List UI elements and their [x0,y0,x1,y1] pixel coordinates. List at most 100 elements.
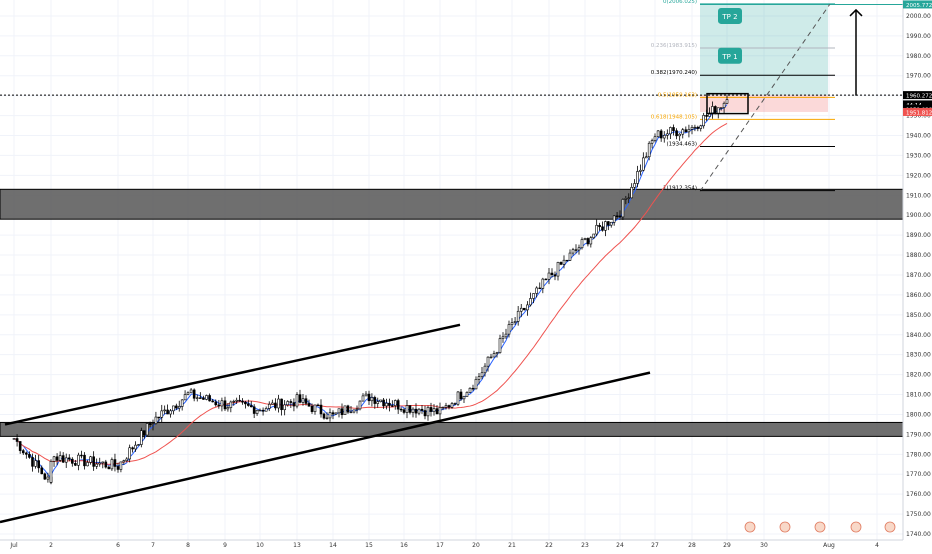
candle-body [12,438,16,440]
price-tick-label: 1900.00 [906,212,931,219]
candle-body [328,412,332,419]
candle-body [498,338,502,353]
candle-body [86,462,89,467]
candle-body [343,405,347,416]
candle-body [226,407,230,410]
time-tick-label: Jul [9,542,18,549]
candle-body [180,399,184,407]
time-tick-label: 15 [365,542,373,549]
candle-body [618,215,622,218]
candle-body [489,356,493,359]
price-tick-label: 1980.00 [906,53,931,60]
time-tick-label: 2 [49,542,53,549]
candle-body [501,336,505,339]
candle-body [568,252,572,261]
candle-body [678,133,681,137]
candle-body [271,402,274,405]
candle-body [583,238,587,240]
candle-body [21,450,25,454]
time-tick-label: 10 [256,542,264,549]
target-marker-1: TP 2 [718,7,742,24]
price-tick-label: 1920.00 [906,172,931,179]
channel-lower-line [0,371,651,524]
candle-body [565,259,569,262]
candle-body [630,187,633,199]
candle-body [267,403,271,409]
price-tick-label: 1990.00 [906,33,931,40]
candle-body [208,395,211,402]
candle-body [15,438,19,442]
candle-body [480,372,484,377]
price-tick-label: 1850.00 [906,312,931,319]
time-tick-label: 20 [472,542,480,549]
candle-body [562,259,566,265]
price-tag-label: 2005.772 [906,3,932,9]
candle-body [607,221,610,226]
candle-body [122,460,126,463]
price-tick-label: 1860.00 [906,292,931,299]
candle-body [322,413,326,419]
candle-body [414,408,418,414]
projection-line [699,3,831,192]
candle-body [113,459,117,467]
candle-body [405,405,409,413]
candle-body [37,460,40,469]
candle-body [104,461,108,468]
candle-body [358,400,362,410]
price-tick-label: 1950.00 [906,113,931,120]
candle-body [423,410,427,417]
candle-body [49,461,53,483]
candle-body [370,397,374,402]
fib-level-label: 0.5(1959.163) [658,92,697,98]
candle-body [653,136,657,141]
candle-body [550,272,554,275]
candle-body [647,142,651,158]
fib-level-label: (1934.463) [666,142,697,148]
candle-body [220,400,224,407]
candle-body [367,393,371,402]
candle-body [393,400,397,406]
candle-body [137,444,140,446]
candle-body [334,412,338,415]
candle-body [274,402,277,409]
candle-body [235,399,238,402]
event-icon [779,521,791,533]
candle-body [385,402,388,407]
candle-body [249,405,253,408]
candle-body [325,417,329,420]
candle-body [441,406,445,409]
target-badge [718,7,742,24]
candle-body [474,379,478,390]
candle-body [662,135,666,139]
candle-body [382,399,385,407]
candle-body [58,455,62,461]
time-tick-label: Aug [823,542,835,549]
candle-body [232,400,236,403]
price-tick-label: 1740.00 [906,531,931,538]
ma-fast-line [13,104,728,480]
candle-body [725,99,729,104]
candle-body [477,376,481,380]
candle-body [361,395,365,402]
candle-body [31,457,34,467]
candle-body [399,408,403,411]
candle-body [310,405,314,412]
time-tick-label: 6 [116,542,120,549]
candle-body [95,463,98,467]
price-tick-label: 1910.00 [906,192,931,199]
candle-body [286,401,290,406]
price-tick-label: 1880.00 [906,252,931,259]
candle-body [92,456,95,467]
candle-body [319,404,323,415]
candle-body [304,398,308,404]
time-tick-label: 13 [293,542,301,549]
candle-body [40,467,44,475]
candle-body [456,391,460,405]
candle-body [577,247,581,251]
candle-body [355,408,359,411]
candle-body [601,226,604,231]
candle-body [261,409,265,412]
time-tick-label: 17 [436,542,444,549]
